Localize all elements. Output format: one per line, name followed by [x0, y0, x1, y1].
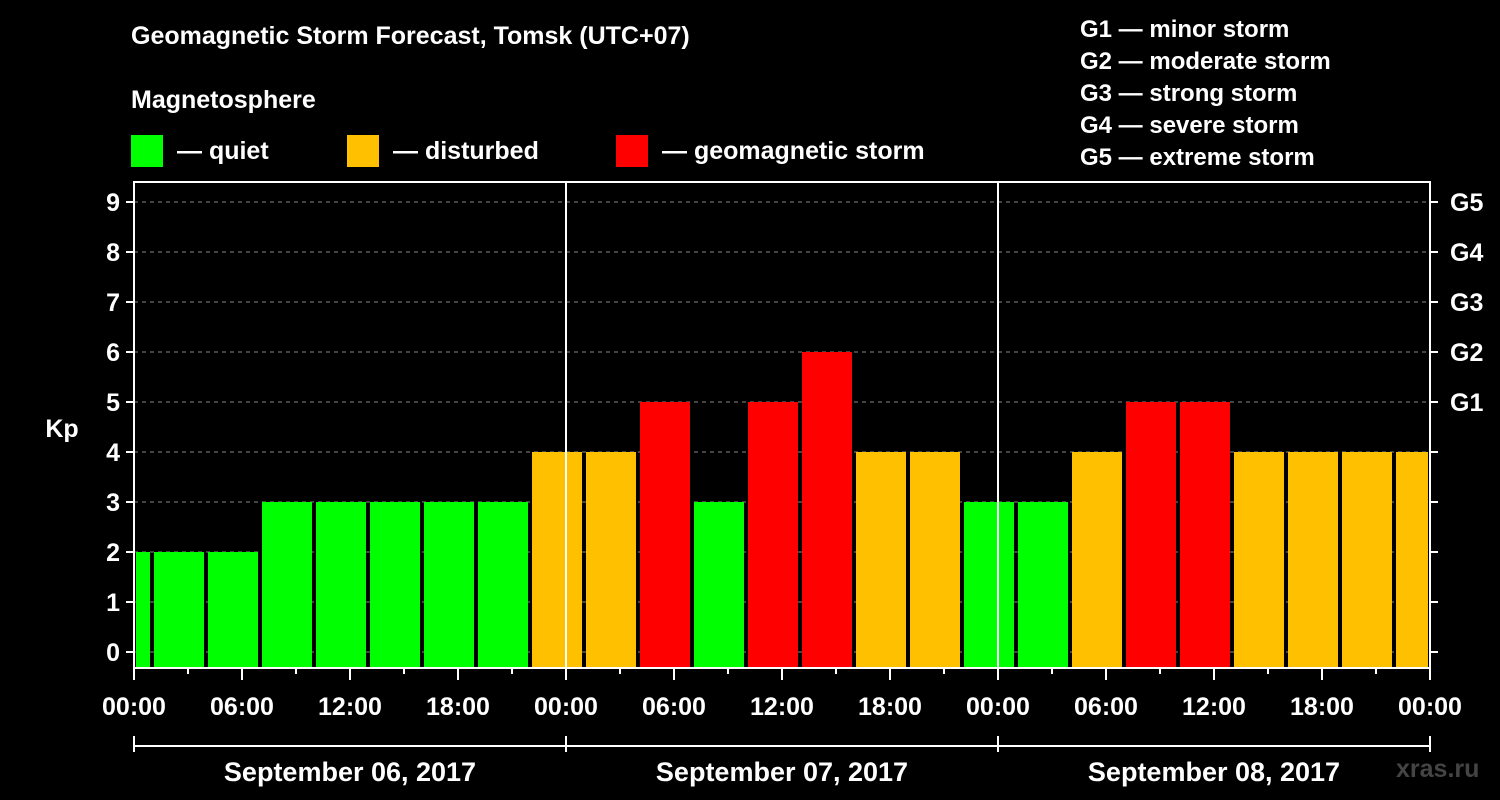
x-tick-label: 18:00	[1290, 693, 1354, 721]
kp-bar	[1234, 452, 1284, 668]
kp-bar	[1072, 452, 1122, 668]
storm-scale-g3: G3 — strong storm	[1080, 80, 1298, 107]
x-tick-label: 12:00	[318, 693, 382, 721]
kp-bar	[856, 452, 906, 668]
kp-bar	[964, 502, 1014, 668]
chart-title: Geomagnetic Storm Forecast, Tomsk (UTC+0…	[131, 22, 690, 50]
kp-bar	[910, 452, 960, 668]
legend-label-storm: — geomagnetic storm	[662, 136, 925, 165]
x-tick-label: 06:00	[1074, 693, 1138, 721]
legend-label-disturbed: — disturbed	[393, 136, 539, 165]
legend-label-quiet: — quiet	[177, 136, 269, 165]
y-tick-label: 5	[106, 389, 120, 417]
g-scale-label: G1	[1450, 389, 1483, 417]
g-scale-label: G4	[1450, 239, 1483, 267]
x-tick-label: 18:00	[426, 693, 490, 721]
kp-bar	[1180, 402, 1230, 668]
x-tick-label: 00:00	[966, 693, 1030, 721]
storm-scale-g5: G5 — extreme storm	[1080, 144, 1315, 171]
kp-bar	[136, 552, 150, 668]
g-scale-label: G5	[1450, 189, 1483, 217]
kp-bar	[694, 502, 744, 668]
kp-bar	[1288, 452, 1338, 668]
legend-disturbed: — disturbed	[347, 134, 539, 168]
kp-bar	[1396, 452, 1428, 668]
kp-bar	[640, 402, 690, 668]
kp-bar	[1018, 502, 1068, 668]
x-tick-label: 06:00	[210, 693, 274, 721]
y-tick-label: 9	[106, 189, 120, 217]
x-tick-label: 12:00	[1182, 693, 1246, 721]
x-tick-label: 00:00	[534, 693, 598, 721]
kp-bar	[586, 452, 636, 668]
y-tick-label: 6	[106, 339, 120, 367]
y-tick-label: 0	[106, 639, 120, 667]
day-label: September 06, 2017	[224, 757, 476, 787]
kp-bar	[424, 502, 474, 668]
legend-swatch-quiet	[131, 135, 163, 167]
y-tick-label: 1	[106, 589, 120, 617]
legend-swatch-storm	[616, 135, 648, 167]
day-label: September 08, 2017	[1088, 757, 1340, 787]
kp-bar	[478, 502, 528, 668]
y-tick-label: 4	[106, 439, 120, 467]
storm-scale-g4: G4 — severe storm	[1080, 112, 1299, 139]
legend-quiet: — quiet	[131, 134, 269, 168]
legend-storm: — geomagnetic storm	[616, 134, 925, 168]
x-tick-label: 06:00	[642, 693, 706, 721]
x-tick-label: 00:00	[1398, 693, 1462, 721]
storm-scale-g1: G1 — minor storm	[1080, 16, 1290, 43]
y-tick-label: 3	[106, 489, 120, 517]
kp-bar	[1342, 452, 1392, 668]
legend-swatch-disturbed	[347, 135, 379, 167]
kp-bar	[802, 352, 852, 668]
g-scale-label: G3	[1450, 289, 1483, 317]
y-tick-label: 2	[106, 539, 120, 567]
x-tick-label: 00:00	[102, 693, 166, 721]
kp-bar	[208, 552, 258, 668]
y-axis-label: Kp	[45, 415, 78, 443]
kp-bar	[154, 552, 204, 668]
day-label: September 07, 2017	[656, 757, 908, 787]
y-tick-label: 8	[106, 239, 120, 267]
storm-scale-g2: G2 — moderate storm	[1080, 48, 1331, 75]
kp-bar	[316, 502, 366, 668]
x-tick-label: 18:00	[858, 693, 922, 721]
chart-subtitle: Magnetosphere	[131, 86, 316, 114]
y-tick-label: 7	[106, 289, 120, 317]
kp-bar	[370, 502, 420, 668]
watermark: xras.ru	[1396, 755, 1480, 783]
kp-bar	[532, 452, 582, 668]
kp-bar	[262, 502, 312, 668]
g-scale-label: G2	[1450, 339, 1483, 367]
kp-bar	[1126, 402, 1176, 668]
x-tick-label: 12:00	[750, 693, 814, 721]
kp-bar	[748, 402, 798, 668]
storm-scale-list: G1 — minor storm G2 — moderate storm G3 …	[1080, 14, 1331, 174]
